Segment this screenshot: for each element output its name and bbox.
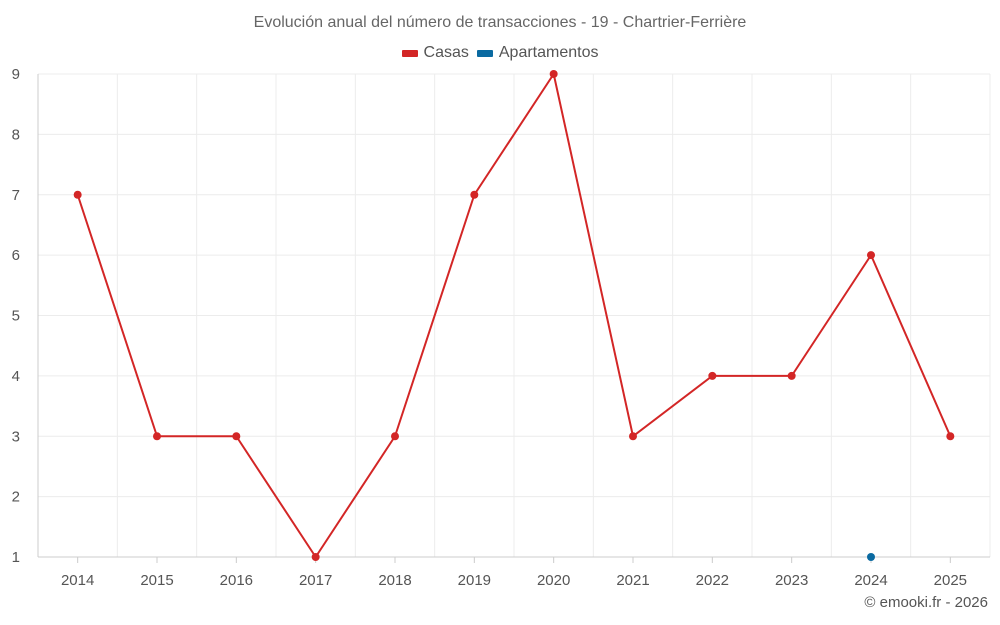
- legend-item-apartamentos[interactable]: Apartamentos: [476, 44, 599, 62]
- data-point-apartamentos: [867, 553, 875, 561]
- x-tick-label: 2025: [934, 572, 967, 589]
- data-point-casas: [470, 190, 479, 199]
- legend-swatch-casas: [401, 49, 418, 57]
- data-point-casas: [311, 553, 320, 561]
- data-point-casas: [787, 371, 796, 380]
- data-point-casas: [391, 432, 399, 441]
- y-tick-label: 8: [12, 126, 20, 143]
- x-tick-label: 2020: [537, 572, 570, 589]
- x-tick-label: 2017: [299, 572, 332, 589]
- x-tick-label: 2022: [696, 572, 729, 589]
- data-point-casas: [946, 432, 955, 441]
- data-point-casas: [629, 432, 637, 441]
- chart-title: Evolución anual del número de transaccio…: [253, 14, 747, 31]
- x-tick-label: 2019: [458, 572, 491, 589]
- legend-label-casas: Casas: [423, 44, 469, 61]
- legend: Casas Apartamentos: [0, 44, 1000, 62]
- y-tick-label: 2: [12, 489, 20, 506]
- data-point-casas: [708, 371, 717, 380]
- x-tick-label: 2016: [220, 572, 253, 589]
- y-tick-label: 1: [12, 549, 20, 566]
- x-tick-label: 2015: [140, 572, 173, 589]
- legend-swatch-apartamentos: [476, 49, 493, 57]
- y-tick-label: 6: [12, 247, 20, 264]
- data-point-casas: [232, 432, 241, 441]
- x-tick-label: 2014: [61, 572, 94, 589]
- y-tick-label: 4: [12, 368, 20, 385]
- legend-label-apartamentos: Apartamentos: [498, 44, 599, 61]
- credit-text: © emooki.fr - 2026: [864, 594, 988, 611]
- data-point-casas: [73, 190, 82, 199]
- y-tick-label: 7: [12, 187, 20, 204]
- legend-item-casas[interactable]: Casas: [401, 44, 469, 62]
- data-point-casas: [867, 251, 875, 260]
- data-point-casas: [153, 432, 161, 441]
- series-line-casas: [76, 73, 952, 558]
- y-tick-label: 3: [12, 428, 20, 445]
- x-tick-label: 2018: [378, 572, 411, 589]
- x-tick-label: 2023: [775, 572, 808, 589]
- x-tick-label: 2021: [616, 572, 649, 589]
- y-tick-label: 9: [12, 66, 20, 83]
- y-tick-label: 5: [12, 308, 20, 325]
- data-point-casas: [549, 70, 558, 78]
- x-tick-label: 2024: [854, 572, 887, 589]
